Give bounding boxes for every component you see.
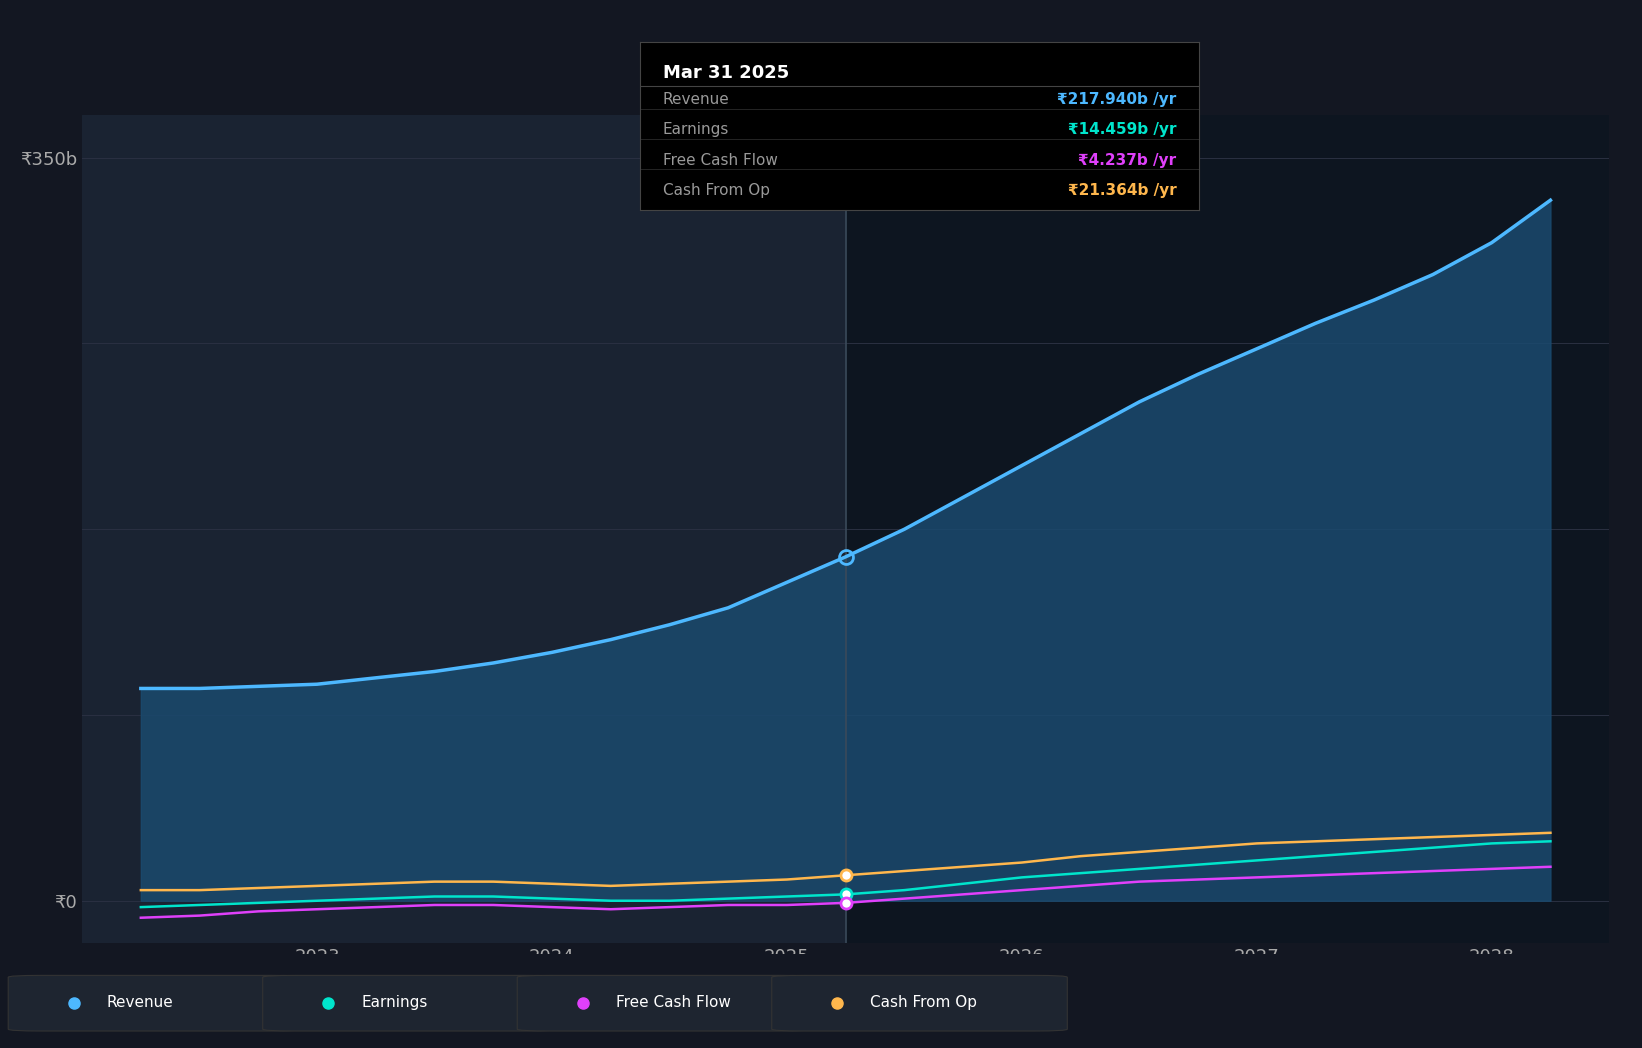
Text: ₹217.940b /yr: ₹217.940b /yr <box>1057 92 1176 107</box>
Text: Cash From Op: Cash From Op <box>663 182 770 198</box>
FancyBboxPatch shape <box>517 976 813 1031</box>
Bar <box>82 115 846 943</box>
Text: Revenue: Revenue <box>663 92 729 107</box>
Bar <box>846 115 1609 943</box>
Text: ₹21.364b /yr: ₹21.364b /yr <box>1067 182 1176 198</box>
FancyBboxPatch shape <box>772 976 1067 1031</box>
Text: Cash From Op: Cash From Op <box>870 996 977 1010</box>
Text: Past: Past <box>800 141 841 159</box>
Text: Free Cash Flow: Free Cash Flow <box>616 996 731 1010</box>
Text: Mar 31 2025: Mar 31 2025 <box>663 64 788 82</box>
Text: Analysts Forecasts: Analysts Forecasts <box>851 141 1005 159</box>
Text: ₹4.237b /yr: ₹4.237b /yr <box>1079 153 1176 168</box>
FancyBboxPatch shape <box>263 976 558 1031</box>
Text: Free Cash Flow: Free Cash Flow <box>663 153 778 168</box>
FancyBboxPatch shape <box>8 976 304 1031</box>
Text: Earnings: Earnings <box>663 123 729 137</box>
Text: Revenue: Revenue <box>107 996 174 1010</box>
Text: Earnings: Earnings <box>361 996 427 1010</box>
Text: ₹14.459b /yr: ₹14.459b /yr <box>1067 123 1176 137</box>
